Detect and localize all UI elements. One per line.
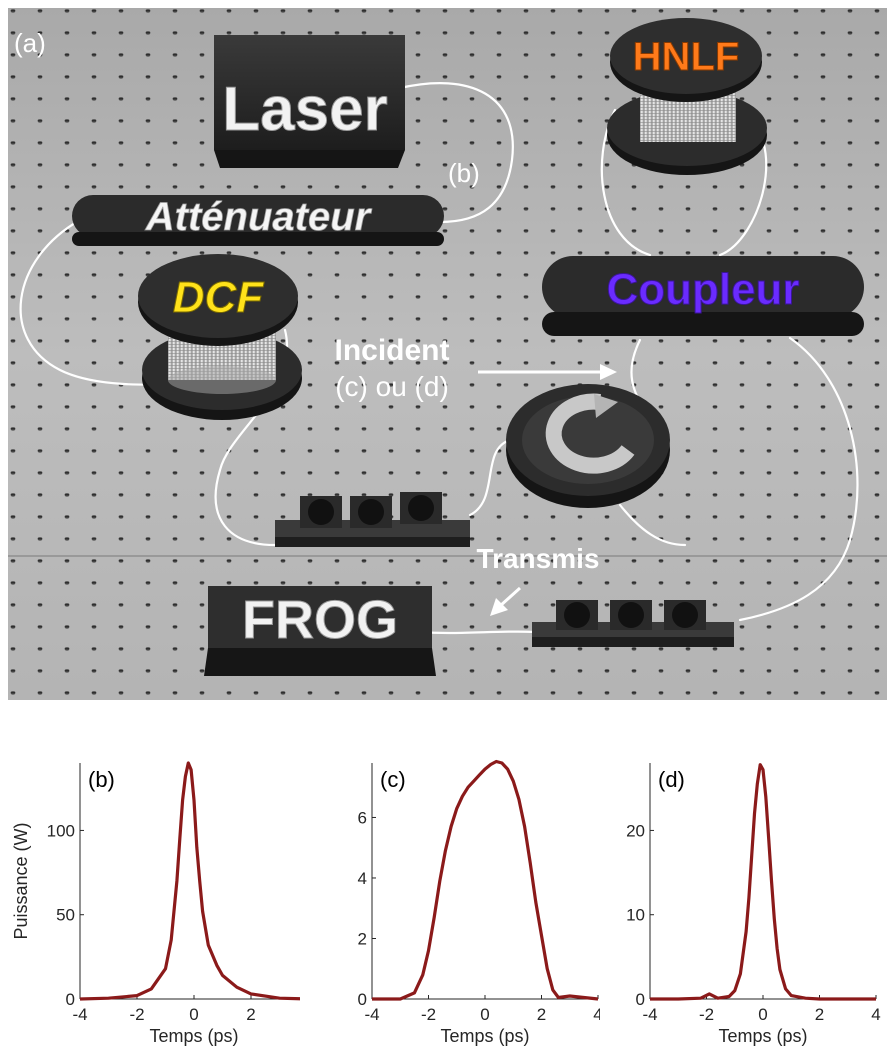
transmis-arrow-icon <box>490 586 522 616</box>
x-axis-label: Temps (ps) <box>149 1026 238 1046</box>
frog-label: FROG <box>242 590 398 650</box>
laser-label: Laser <box>222 75 387 144</box>
y-tick-label: 50 <box>56 906 75 925</box>
x-tick-label: -4 <box>642 1005 657 1024</box>
panel-label-c: (c) <box>380 767 406 792</box>
panel-label-d: (d) <box>658 767 685 792</box>
y-tick-label: 6 <box>358 808 367 827</box>
y-tick-label: 4 <box>358 869 367 888</box>
y-tick-label: 0 <box>66 990 75 1009</box>
pulse-curve-c <box>372 759 599 1001</box>
y-tick-label: 20 <box>626 821 645 840</box>
coupler-label: Coupleur <box>606 265 799 314</box>
panel-label-b: (b) <box>88 767 115 792</box>
transmis-label: Transmis <box>477 543 600 574</box>
experimental-setup-scene: Laser Atténuateur DCF HNLF Coupleur <box>8 8 887 700</box>
x-tick-label: 0 <box>758 1005 767 1024</box>
pulse-chart-b: -4-2024050100(b)Temps (ps)Puissance (W) <box>11 761 300 1046</box>
x-axis-label: Temps (ps) <box>440 1026 529 1046</box>
pulse-chart-d: -4 -2 0 2 4 0 10 20 (d) Temps (ps) <box>626 763 881 1046</box>
x-tick-label: -2 <box>421 1005 436 1024</box>
x-tick-label: 2 <box>246 1005 255 1024</box>
dcf-spool: DCF <box>138 254 302 420</box>
incident-label: Incident <box>334 334 449 367</box>
incident-arrow-icon <box>478 364 617 380</box>
y-axis-label: Puissance (W) <box>11 822 31 939</box>
polarization-controller-2 <box>532 600 734 647</box>
frog-box: FROG <box>204 586 436 676</box>
b-marker-label: (b) <box>448 158 480 188</box>
pulse-chart-c: -4 -2 0 2 4 0 2 4 6 (c) Temps (ps) <box>358 759 600 1046</box>
x-tick-label: -4 <box>72 1005 87 1024</box>
y-tick-label: 0 <box>636 990 645 1009</box>
y-tick-label: 2 <box>358 929 367 948</box>
x-tick-label: 2 <box>537 1005 546 1024</box>
x-tick-label: 4 <box>593 1005 600 1024</box>
hnlf-spool: HNLF <box>607 18 767 175</box>
x-tick-label: 0 <box>189 1005 198 1024</box>
panel-a-label: (a) <box>14 28 46 58</box>
y-tick-label: 0 <box>358 990 367 1009</box>
incident-sub-label: (c) ou (d) <box>335 371 449 402</box>
hnlf-label: HNLF <box>633 35 740 79</box>
x-tick-label: -4 <box>364 1005 379 1024</box>
laser-box: Laser <box>214 35 405 168</box>
attenuator-label: Atténuateur <box>145 195 373 239</box>
coupler-box: Coupleur <box>542 256 864 336</box>
circulator-arrow-icon <box>545 393 635 474</box>
x-tick-label: -2 <box>699 1005 714 1024</box>
x-tick-label: -2 <box>129 1005 144 1024</box>
x-tick-label: 0 <box>480 1005 489 1024</box>
circulator <box>506 384 670 508</box>
dcf-label: DCF <box>173 273 265 322</box>
x-tick-label: 4 <box>871 1005 880 1024</box>
attenuator-box: Atténuateur <box>72 195 444 246</box>
pulse-curve-d <box>650 763 876 1001</box>
y-tick-label: 10 <box>626 906 645 925</box>
polarization-controller-1 <box>275 492 470 547</box>
x-tick-label: 2 <box>815 1005 824 1024</box>
x-axis-label: Temps (ps) <box>718 1026 807 1046</box>
y-tick-label: 100 <box>47 821 75 840</box>
pulse-curve-b <box>79 761 300 1001</box>
